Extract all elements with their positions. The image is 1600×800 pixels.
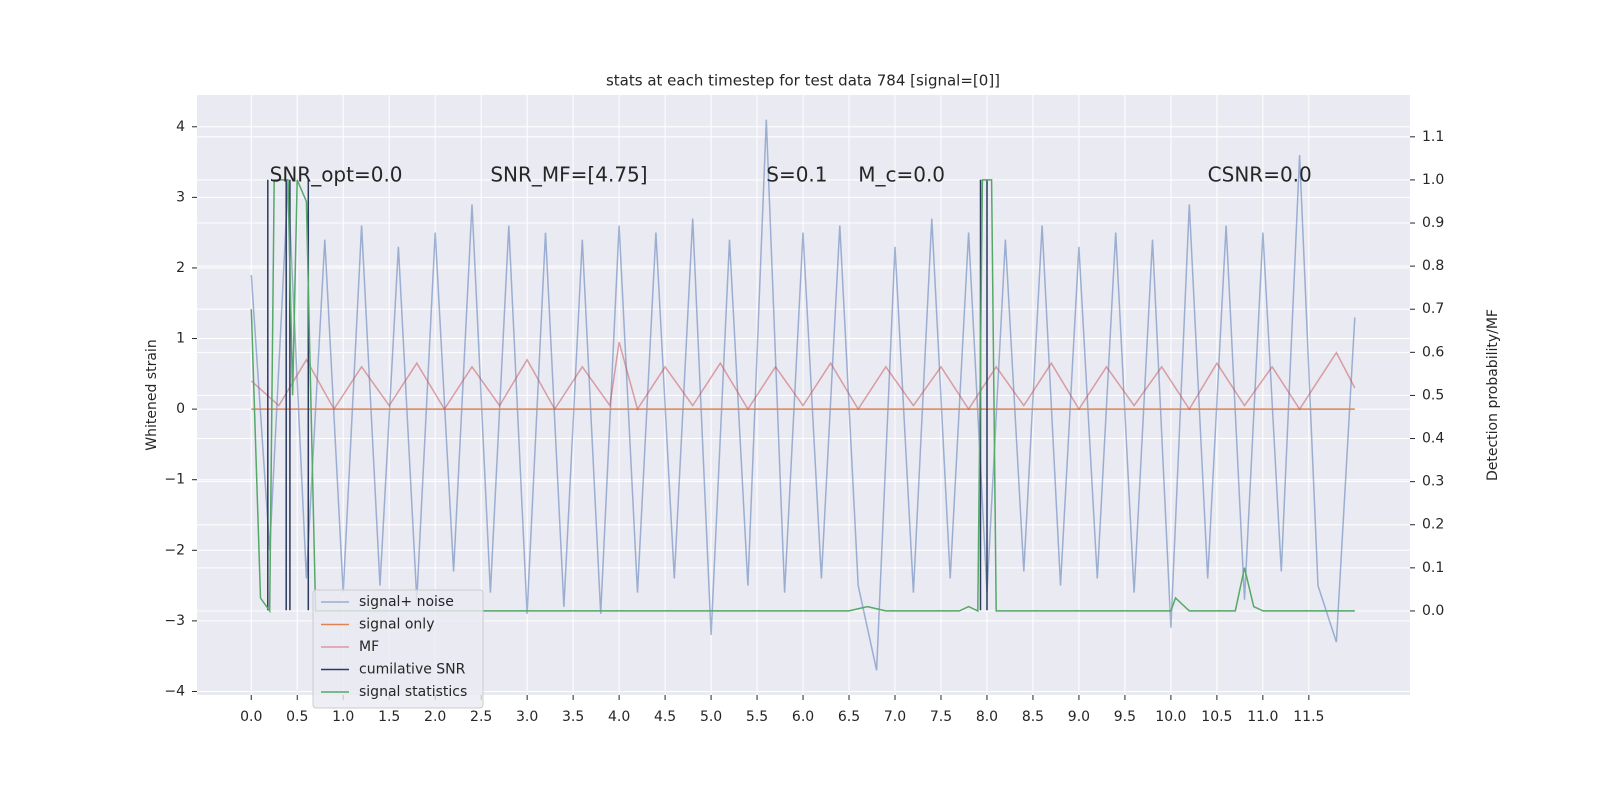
x-tick-label: 10.5 [1201, 709, 1232, 725]
y-tick-label: 0 [176, 401, 185, 417]
series-line [250, 119, 1356, 671]
x-tick-label: 5.0 [700, 709, 722, 725]
y2-tick-label: 0.4 [1422, 431, 1444, 447]
annotation: CSNR=0.0 [1208, 163, 1312, 187]
series-line [250, 179, 1355, 614]
x-tick-label: 9.0 [1068, 709, 1090, 725]
y-axis-label: Whitened strain [144, 339, 160, 450]
x-tick-label: 0.5 [286, 709, 308, 725]
y-tick-label: −1 [164, 472, 185, 488]
y2-tick-label: 0.6 [1422, 344, 1444, 360]
x-tick-label: 6.5 [838, 709, 860, 725]
x-tick-label: 3.0 [516, 709, 538, 725]
x-tick-label: 8.0 [976, 709, 998, 725]
x-tick-label: 11.0 [1247, 709, 1278, 725]
y2-tick-label: 0.0 [1422, 603, 1444, 619]
annotation: S=0.1 [766, 163, 827, 187]
marks [250, 119, 1356, 671]
y2-tick-label: 1.0 [1422, 172, 1444, 188]
chart-title: stats at each timestep for test data 784… [606, 72, 1000, 90]
x-tick-label: 1.5 [378, 709, 400, 725]
legend-label: signal only [359, 617, 434, 633]
annotation: SNR_MF=[4.75] [490, 163, 647, 187]
y-tick-label: 4 [176, 119, 185, 135]
x-tick-label: 9.5 [1114, 709, 1136, 725]
y2-tick-label: 0.9 [1422, 215, 1444, 231]
x-tick-label: 6.0 [792, 709, 814, 725]
x-tick-label: 3.5 [562, 709, 584, 725]
x-tick-label: 10.0 [1155, 709, 1186, 725]
x-tick-label: 7.0 [884, 709, 906, 725]
y2-tick-label: 0.1 [1422, 560, 1444, 576]
y2-tick-label: 1.1 [1422, 129, 1444, 145]
x-tick-label: 11.5 [1293, 709, 1324, 725]
y-tick-label: 3 [176, 189, 185, 205]
series-line [250, 341, 1356, 411]
y2-tick-label: 0.2 [1422, 517, 1444, 533]
x-tick-label: 5.5 [746, 709, 768, 725]
legend: signal+ noise signal only MF cumilative SNR… [312, 589, 484, 709]
series-line [267, 179, 988, 611]
y2-tick-label: 0.8 [1422, 258, 1444, 274]
y-tick-label: 2 [176, 260, 185, 276]
x-tick-label: 7.5 [930, 709, 952, 725]
y2-tick-label: 0.7 [1422, 301, 1444, 317]
annotation: SNR_opt=0.0 [270, 163, 403, 187]
annotation: M_c=0.0 [858, 163, 945, 187]
y2-tick-label: 0.3 [1422, 474, 1444, 490]
y2-axis-label: Detection probability/MF [1485, 309, 1501, 481]
x-tick-label: 4.0 [608, 709, 630, 725]
y-tick-label: −2 [164, 542, 185, 558]
y-tick-label: −3 [164, 613, 185, 629]
x-tick-label: 8.5 [1022, 709, 1044, 725]
y-tick-label: 1 [176, 331, 185, 347]
x-tick-label: 0.0 [240, 709, 262, 725]
legend-label: signal statistics [359, 684, 467, 700]
legend-box [312, 589, 484, 709]
legend-label: MF [359, 639, 379, 655]
legend-label: cumilative SNR [359, 662, 466, 678]
x-tick-label: 1.0 [332, 709, 354, 725]
x-tick-label: 4.5 [654, 709, 676, 725]
y-tick-label: −4 [164, 683, 185, 699]
x-tick-label: 2.0 [424, 709, 446, 725]
x-tick-label: 2.5 [470, 709, 492, 725]
ticks: 0.0 0.5 1.0 1.5 2.0 2.5 3.0 3.5 4.0 4.5 5.0 5.5 6.0 6… [164, 119, 1444, 725]
y2-tick-label: 0.5 [1422, 387, 1444, 403]
legend-label: signal+ noise [359, 594, 454, 610]
